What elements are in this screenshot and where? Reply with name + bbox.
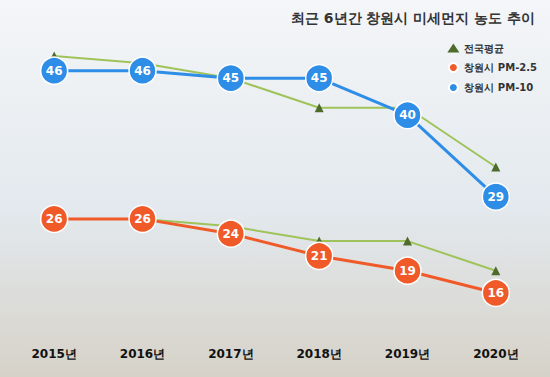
svg-text:19: 19 bbox=[399, 264, 416, 278]
svg-text:창원시 PM-2.5: 창원시 PM-2.5 bbox=[464, 62, 537, 73]
svg-text:26: 26 bbox=[134, 212, 151, 226]
svg-text:2017년: 2017년 bbox=[208, 347, 253, 361]
svg-text:46: 46 bbox=[134, 64, 151, 78]
svg-text:45: 45 bbox=[222, 71, 239, 85]
svg-text:40: 40 bbox=[399, 108, 416, 122]
svg-text:21: 21 bbox=[311, 249, 328, 263]
svg-text:24: 24 bbox=[222, 227, 239, 241]
svg-text:2016년: 2016년 bbox=[120, 347, 165, 361]
svg-text:45: 45 bbox=[311, 71, 328, 85]
svg-text:전국평균: 전국평균 bbox=[464, 43, 504, 54]
svg-text:2019년: 2019년 bbox=[385, 347, 430, 361]
svg-text:최근 6년간 창원시 미세먼지 농도 추이: 최근 6년간 창원시 미세먼지 농도 추이 bbox=[291, 10, 535, 26]
svg-text:46: 46 bbox=[46, 64, 63, 78]
svg-text:2018년: 2018년 bbox=[296, 347, 341, 361]
svg-text:29: 29 bbox=[487, 190, 504, 204]
svg-text:2015년: 2015년 bbox=[31, 347, 76, 361]
svg-text:26: 26 bbox=[46, 212, 63, 226]
svg-text:창원시 PM-10: 창원시 PM-10 bbox=[464, 82, 533, 93]
svg-text:16: 16 bbox=[487, 286, 504, 300]
svg-text:2020년: 2020년 bbox=[473, 347, 518, 361]
